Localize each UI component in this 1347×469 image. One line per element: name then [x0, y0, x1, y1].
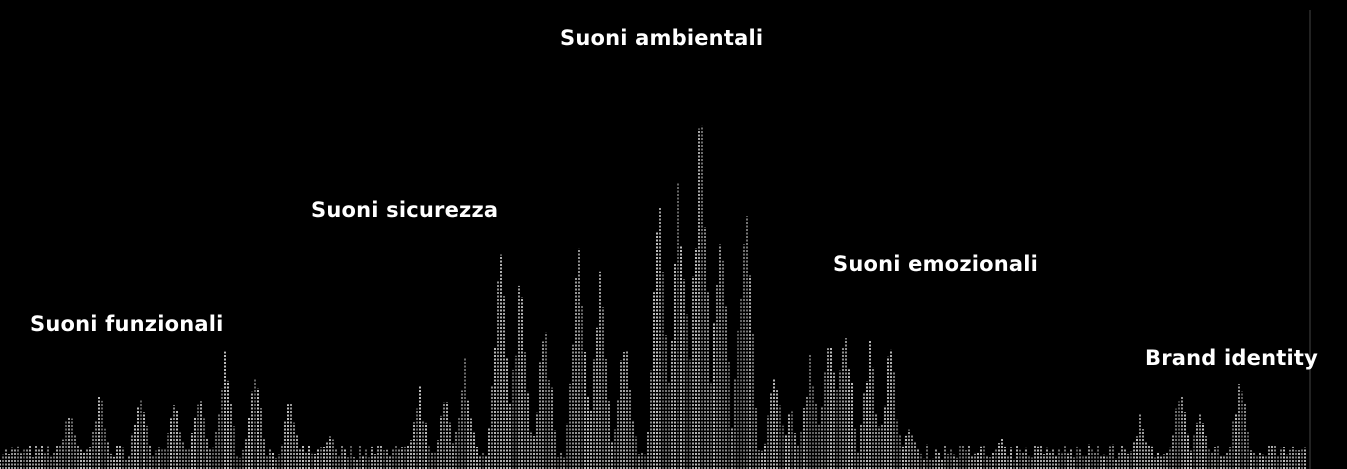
- label: Suoni funzionali: [30, 312, 224, 336]
- label: Suoni emozionali: [833, 252, 1039, 276]
- label: Brand identity: [1145, 346, 1319, 370]
- label: Suoni ambientali: [560, 26, 764, 50]
- label: Suoni sicurezza: [311, 198, 499, 222]
